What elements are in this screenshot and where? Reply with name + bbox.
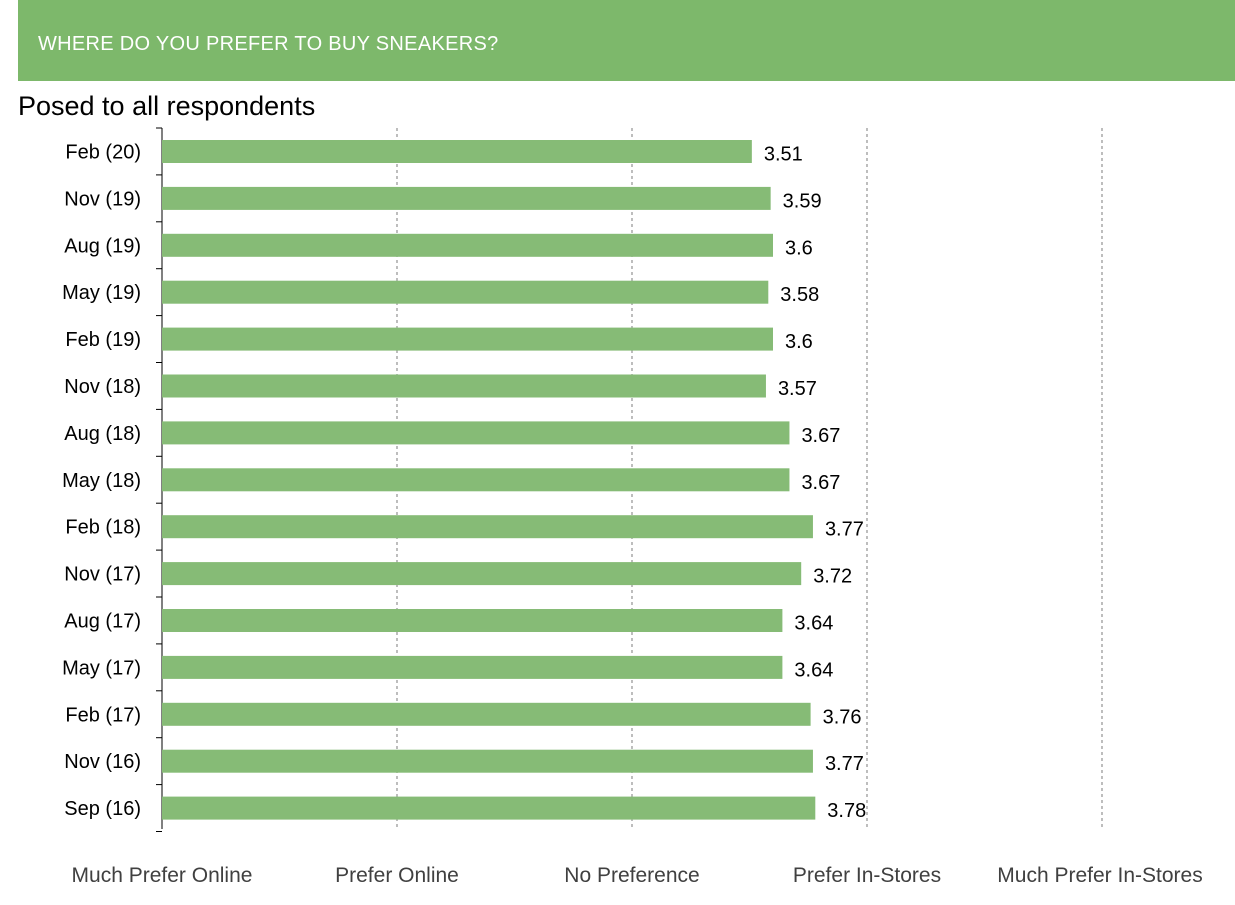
data-label-10: 3.64 bbox=[794, 613, 833, 635]
category-label-10: Aug (17) bbox=[64, 611, 141, 633]
category-label-9: Nov (17) bbox=[64, 564, 141, 586]
category-label-4: Feb (19) bbox=[65, 329, 141, 351]
x-tick-label-1: Prefer Online bbox=[335, 864, 459, 887]
category-label-6: Aug (18) bbox=[64, 423, 141, 445]
x-tick-label-2: No Preference bbox=[564, 864, 699, 887]
category-label-5: Nov (18) bbox=[64, 376, 141, 398]
category-label-13: Nov (16) bbox=[64, 751, 141, 773]
data-label-6: 3.67 bbox=[801, 425, 840, 447]
x-tick-label-4: Much Prefer In-Stores bbox=[997, 864, 1202, 887]
chart-title: WHERE DO YOU PREFER TO BUY SNEAKERS? bbox=[38, 33, 499, 55]
category-label-3: May (19) bbox=[62, 282, 141, 304]
data-label-11: 3.64 bbox=[794, 659, 833, 681]
category-label-0: Feb (20) bbox=[65, 142, 141, 164]
bar-2 bbox=[162, 233, 773, 257]
data-label-2: 3.6 bbox=[785, 237, 813, 259]
bar-5 bbox=[162, 374, 766, 398]
data-label-13: 3.77 bbox=[825, 753, 864, 775]
data-label-0: 3.51 bbox=[764, 144, 803, 166]
bar-12 bbox=[162, 702, 811, 726]
data-label-1: 3.59 bbox=[783, 190, 822, 212]
x-tick-label-0: Much Prefer Online bbox=[72, 864, 253, 887]
x-tick-label-3: Prefer In-Stores bbox=[793, 864, 941, 887]
data-label-3: 3.58 bbox=[780, 284, 819, 306]
bar-6 bbox=[162, 421, 790, 445]
data-label-8: 3.77 bbox=[825, 519, 864, 541]
category-label-12: Feb (17) bbox=[65, 704, 141, 726]
bar-4 bbox=[162, 327, 773, 351]
bar-13 bbox=[162, 749, 813, 773]
data-label-5: 3.57 bbox=[778, 378, 817, 400]
category-label-1: Nov (19) bbox=[64, 188, 141, 210]
category-label-14: Sep (16) bbox=[64, 798, 141, 820]
bar-0 bbox=[162, 140, 752, 163]
bar-8 bbox=[162, 515, 813, 539]
category-label-8: Feb (18) bbox=[65, 517, 141, 539]
category-label-11: May (17) bbox=[62, 657, 141, 679]
data-label-7: 3.67 bbox=[801, 472, 840, 494]
category-label-2: Aug (19) bbox=[64, 235, 141, 257]
title-banner: WHERE DO YOU PREFER TO BUY SNEAKERS? bbox=[18, 0, 1235, 81]
data-label-4: 3.6 bbox=[785, 331, 813, 353]
data-label-12: 3.76 bbox=[823, 706, 862, 728]
bar-7 bbox=[162, 468, 790, 492]
bar-9 bbox=[162, 562, 802, 586]
bar-3 bbox=[162, 280, 769, 304]
bar-11 bbox=[162, 655, 783, 679]
data-label-9: 3.72 bbox=[813, 566, 852, 588]
data-label-14: 3.78 bbox=[827, 800, 866, 822]
chart-subtitle: Posed to all respondents bbox=[18, 91, 316, 121]
category-label-7: May (18) bbox=[62, 470, 141, 492]
bar-14 bbox=[162, 796, 816, 820]
bar-10 bbox=[162, 609, 783, 632]
bar-1 bbox=[162, 186, 771, 210]
